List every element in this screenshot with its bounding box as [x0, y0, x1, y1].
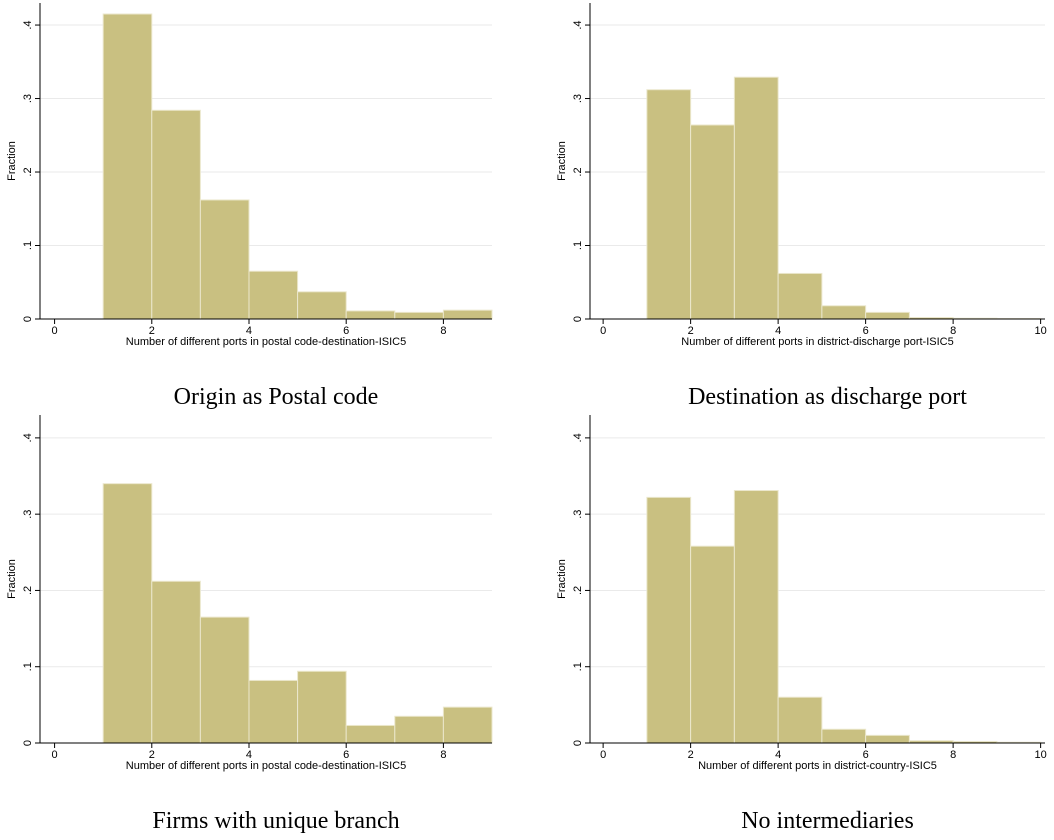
y-tick-label: 0 — [572, 740, 584, 746]
panel-caption: Firms with unique branch — [152, 808, 399, 834]
bar — [821, 305, 867, 320]
y-tick-label: .4 — [22, 433, 34, 442]
y-tick-label: .3 — [572, 94, 584, 103]
y-tick-label: .2 — [22, 586, 34, 595]
y-tick-label: .1 — [22, 662, 34, 671]
x-tick-label: 2 — [149, 325, 155, 337]
bar — [821, 728, 867, 744]
x-tick-label: 8 — [440, 749, 446, 761]
y-axis-label: Fraction — [556, 559, 568, 599]
bar — [777, 696, 823, 744]
bar — [865, 311, 910, 320]
bar — [345, 310, 396, 320]
bar — [297, 291, 347, 320]
y-axis-label: Fraction — [556, 141, 568, 181]
y-tick-label: 0 — [572, 316, 584, 322]
x-tick-label: 2 — [688, 749, 694, 761]
x-tick-label: 6 — [343, 749, 349, 761]
x-tick-label: 2 — [688, 325, 694, 337]
bar — [442, 309, 493, 320]
x-axis-label: Number of different ports in postal code… — [126, 760, 406, 772]
x-tick-label: 0 — [52, 749, 58, 761]
x-axis-label: Number of different ports in district-di… — [681, 336, 953, 348]
panel-caption: No intermediaries — [741, 808, 914, 834]
x-tick-label: 6 — [863, 325, 869, 337]
bar — [442, 706, 493, 744]
bar — [733, 490, 779, 744]
y-tick-label: .4 — [572, 433, 584, 442]
bar — [248, 679, 299, 744]
y-tick-label: .2 — [572, 586, 584, 595]
y-axis-label: Fraction — [6, 559, 18, 599]
bar — [646, 89, 692, 320]
x-tick-label: 4 — [775, 749, 781, 761]
y-tick-label: 0 — [22, 316, 34, 322]
bar — [646, 496, 692, 744]
bar — [199, 616, 250, 744]
panel: 0 .1 .2 .3 .4 0 2 4 6 8 10 Number of different port… — [556, 3, 1047, 410]
bar — [151, 109, 201, 320]
y-tick-label: 0 — [22, 740, 34, 746]
y-tick-label: .2 — [22, 167, 34, 176]
x-tick-label: 0 — [600, 325, 606, 337]
x-tick-label: 4 — [246, 325, 252, 337]
y-tick-label: .1 — [572, 662, 584, 671]
y-tick-label: .3 — [22, 510, 34, 519]
y-tick-label: .1 — [22, 241, 34, 250]
x-tick-label: 10 — [1035, 325, 1047, 337]
x-tick-label: 6 — [863, 749, 869, 761]
bar — [777, 272, 823, 320]
bar — [102, 483, 153, 744]
y-tick-label: .1 — [572, 241, 584, 250]
bar — [394, 715, 444, 744]
y-tick-label: .4 — [572, 20, 584, 29]
bar — [690, 545, 735, 744]
x-tick-label: 2 — [149, 749, 155, 761]
bar — [199, 199, 250, 320]
x-tick-label: 8 — [950, 749, 956, 761]
x-tick-label: 4 — [246, 749, 252, 761]
y-tick-label: .4 — [22, 20, 34, 29]
x-tick-label: 10 — [1035, 749, 1047, 761]
panel: 0 .1 .2 .3 .4 0 2 4 6 8 Number of different ports … — [6, 3, 493, 410]
bar — [394, 311, 444, 320]
panel: 0 .1 .2 .3 .4 0 2 4 6 8 Number of different ports … — [6, 415, 493, 834]
x-tick-label: 0 — [600, 749, 606, 761]
y-axis-label: Fraction — [6, 141, 18, 181]
panel-caption: Destination as discharge port — [688, 384, 967, 410]
panel-caption: Origin as Postal code — [174, 384, 379, 410]
x-tick-label: 6 — [343, 325, 349, 337]
bar — [151, 580, 201, 744]
y-tick-label: .2 — [572, 167, 584, 176]
bar — [248, 270, 299, 320]
bar — [733, 76, 779, 320]
panel: 0 .1 .2 .3 .4 0 2 4 6 8 10 Number of different port… — [556, 415, 1047, 834]
x-tick-label: 8 — [440, 325, 446, 337]
bar — [102, 13, 153, 320]
bar — [690, 124, 735, 320]
bar — [865, 734, 910, 744]
x-tick-label: 4 — [775, 325, 781, 337]
y-tick-label: .3 — [22, 94, 34, 103]
y-tick-label: .3 — [572, 510, 584, 519]
bar — [345, 724, 396, 744]
x-tick-label: 0 — [52, 325, 58, 337]
bar — [297, 670, 347, 744]
x-tick-label: 8 — [950, 325, 956, 337]
x-axis-label: Number of different ports in postal code… — [126, 336, 406, 348]
x-axis-label: Number of different ports in district-co… — [698, 760, 937, 772]
